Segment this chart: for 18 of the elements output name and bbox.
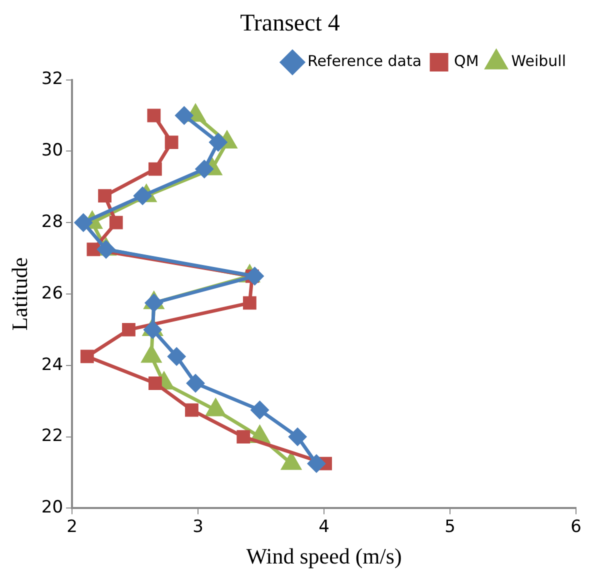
y-tick-label: 20	[41, 498, 64, 518]
y-tick-label: 30	[41, 140, 64, 161]
legend-label: Weibull	[511, 52, 566, 70]
y-tick-label: 24	[41, 354, 64, 375]
x-tick-label: 3	[192, 516, 204, 537]
x-tick-label: 4	[318, 516, 330, 537]
legend-label: QM	[454, 52, 479, 70]
y-axis-title: Latitude	[6, 257, 32, 331]
chart-title: Transect 4	[240, 10, 340, 37]
y-tick-label: 22	[41, 426, 64, 446]
x-tick-label: 5	[444, 516, 456, 537]
legend-label: Reference data	[307, 52, 422, 70]
x-tick-label: 2	[66, 516, 78, 537]
x-tick-label: 6	[570, 516, 582, 537]
x-axis-title: Wind speed (m/s)	[246, 544, 402, 569]
y-tick-label: 26	[41, 283, 64, 304]
y-tick-label: 28	[41, 212, 64, 232]
y-tick-label: 32	[41, 69, 64, 90]
